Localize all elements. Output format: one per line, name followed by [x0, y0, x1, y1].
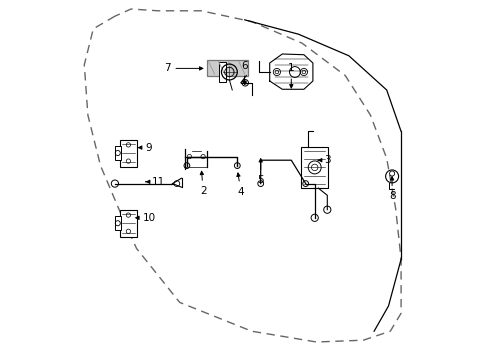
Text: 11: 11	[145, 177, 164, 187]
Text: 8: 8	[388, 177, 395, 201]
Text: 2: 2	[200, 171, 206, 196]
Text: 1: 1	[287, 63, 294, 88]
Bar	[120, 140, 136, 166]
Text: 5: 5	[257, 159, 264, 185]
Bar	[301, 147, 327, 188]
Text: 4: 4	[236, 173, 244, 197]
Bar	[115, 216, 121, 230]
Text: 10: 10	[136, 213, 155, 223]
Bar	[206, 60, 247, 76]
Text: 6: 6	[241, 60, 247, 84]
Bar	[120, 210, 136, 237]
Polygon shape	[269, 54, 312, 89]
Text: 7: 7	[163, 63, 203, 73]
Text: 3: 3	[318, 155, 330, 165]
Bar	[218, 62, 225, 82]
Text: 9: 9	[138, 143, 152, 153]
Bar	[115, 146, 121, 160]
